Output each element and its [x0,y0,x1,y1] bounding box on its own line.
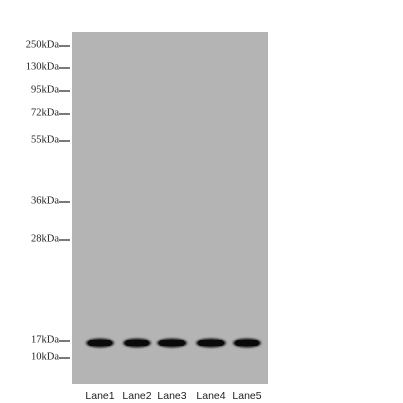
lane-label: Lane3 [157,390,186,402]
lane-label: Lane2 [122,390,151,402]
marker-label: 55kDa [31,134,59,145]
band-core [159,340,185,346]
marker-label: 28kDa [31,233,59,244]
gel [72,32,268,384]
band-core [198,340,224,346]
marker-label: 95kDa [31,84,59,95]
marker-label: 36kDa [31,195,59,206]
band-core [125,340,149,346]
marker-label: 130kDa [26,61,60,72]
blot-figure: 250kDa 130kDa 95kDa 72kDa 55kDa 36kDa 28kDa 17k… [0,0,403,403]
lane-label: Lane1 [85,390,114,402]
page: {"markers": ["250kDa", "130kDa", "95kDa"… [0,0,403,403]
marker-label: 10kDa [31,351,59,362]
marker-label: 250kDa [26,39,60,50]
lane-label: Lane5 [232,390,261,402]
band-core [235,340,259,346]
marker-label: 17kDa [31,334,59,345]
lane-label: Lane4 [196,390,225,402]
marker-label: 72kDa [31,107,59,118]
band-core [88,340,112,346]
